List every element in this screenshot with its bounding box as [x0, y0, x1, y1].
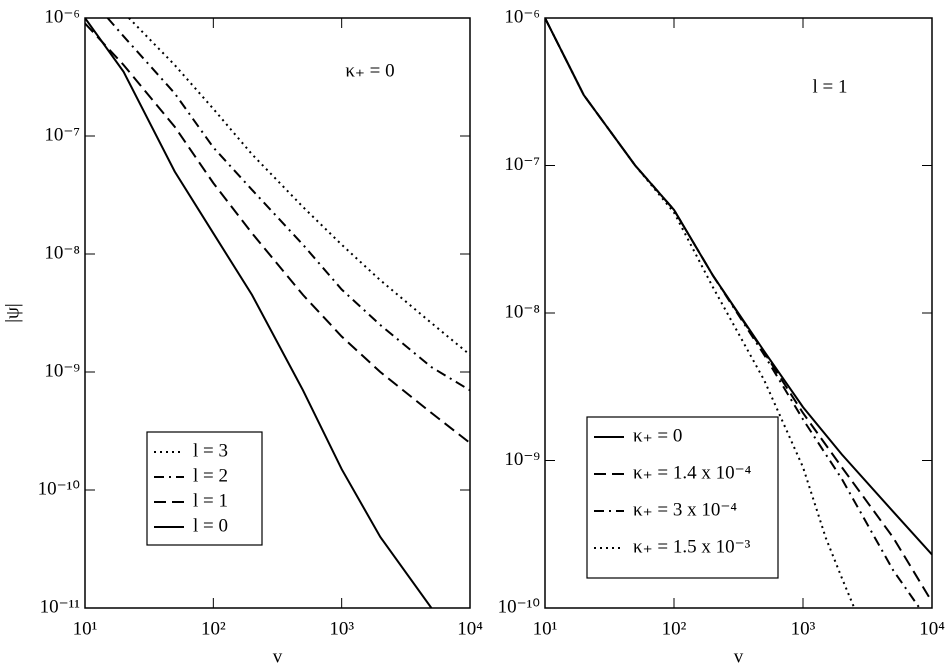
- plot-frame: [84, 17, 471, 609]
- legend-label: κ₊ = 0: [633, 425, 682, 446]
- y-tick-label: 10⁻⁶: [44, 6, 80, 27]
- x-tick-label: 10²: [662, 618, 687, 639]
- x-tick-label: 10⁴: [457, 618, 483, 639]
- y-tick-label: 10⁻¹⁰: [498, 596, 540, 617]
- y-tick-label: 10⁻⁹: [44, 360, 80, 381]
- series-line: [85, 18, 433, 608]
- legend-label: l = 1: [193, 490, 228, 511]
- y-tick-label: 10⁻⁹: [504, 449, 540, 470]
- plot-frame: [544, 17, 933, 609]
- legend-box: [586, 416, 779, 579]
- x-tick-label: 10¹: [533, 618, 558, 639]
- x-axis-label: v: [734, 646, 744, 667]
- x-axis-label: v: [273, 646, 283, 667]
- y-tick-label: 10⁻⁷: [44, 124, 80, 145]
- series-line: [545, 18, 921, 608]
- legend-label: l = 3: [193, 440, 228, 461]
- x-tick-label: 10²: [201, 618, 226, 639]
- x-tick-label: 10³: [791, 618, 816, 639]
- x-tick-label: 10⁴: [919, 618, 945, 639]
- series-line: [106, 18, 470, 392]
- plot-area: [85, 18, 470, 608]
- plot-area: [545, 18, 932, 608]
- legend-label: κ₊ = 3 x 10⁻⁴: [633, 499, 737, 520]
- annotation: κ₊ = 0: [345, 60, 394, 81]
- series-line: [545, 18, 932, 603]
- y-tick-label: 10⁻⁸: [504, 301, 540, 322]
- y-tick-label: 10⁻¹¹: [40, 596, 81, 617]
- legend-label: κ₊ = 1.4 x 10⁻⁴: [633, 462, 752, 483]
- series-line: [128, 18, 470, 356]
- x-tick-label: 10¹: [73, 618, 98, 639]
- y-tick-label: 10⁻⁶: [504, 6, 540, 27]
- y-tick-label: 10⁻⁸: [44, 242, 80, 263]
- legend-label: l = 2: [193, 465, 228, 486]
- legend-label: κ₊ = 1.5 x 10⁻³: [633, 536, 751, 557]
- annotation: l = 1: [813, 76, 848, 97]
- legend-label: l = 0: [193, 515, 228, 536]
- y-tick-label: 10⁻⁷: [504, 154, 540, 175]
- y-axis-label: |ψ|: [2, 303, 23, 323]
- y-tick-label: 10⁻¹⁰: [38, 478, 80, 499]
- series-line: [85, 22, 470, 444]
- x-tick-label: 10³: [329, 618, 354, 639]
